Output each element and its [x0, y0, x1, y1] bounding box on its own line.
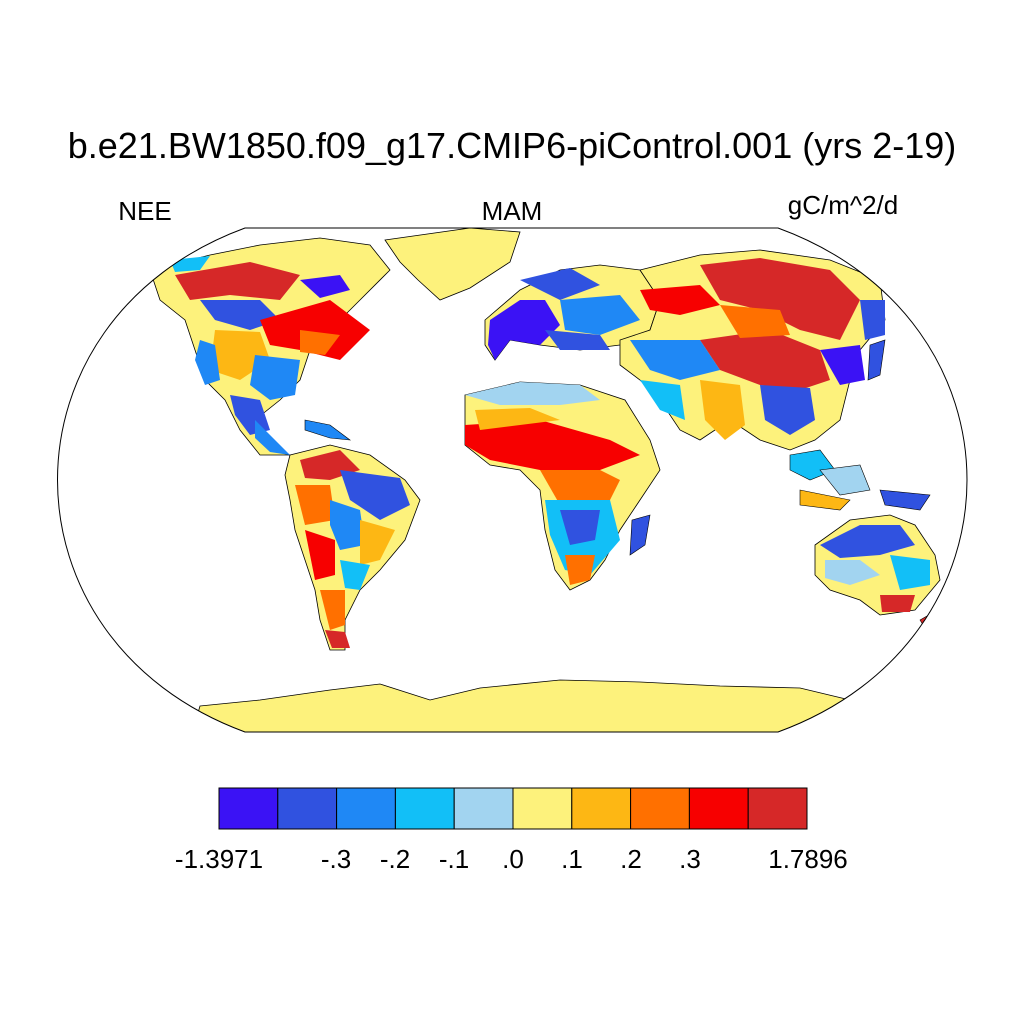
colorbar-swatch [747, 787, 808, 830]
colorbar-label: .3 [679, 844, 701, 874]
colorbar-label: 1.7896 [768, 844, 848, 874]
variable-label: NEE [118, 196, 171, 226]
south-america [284, 444, 421, 651]
colorbar-swatch [277, 787, 338, 830]
units-label: gC/m^2/d [788, 190, 898, 220]
colorbar-label: .0 [502, 844, 524, 874]
colorbar-swatch [688, 787, 749, 830]
colorbar: -1.3971 -.3 -.2 -.1 .0 .1 .2 .3 1.7896 [175, 787, 848, 874]
colorbar-label: -.1 [439, 844, 469, 874]
colorbar-swatch [218, 787, 279, 830]
colorbar-swatch [394, 787, 455, 830]
season-label: MAM [482, 196, 543, 226]
world-map [57, 227, 968, 733]
colorbar-swatch [453, 787, 514, 830]
globe-outline [57, 227, 968, 733]
colorbar-label: .2 [620, 844, 642, 874]
colorbar-swatch [512, 787, 573, 830]
colorbar-label: -.3 [321, 844, 351, 874]
asia [619, 249, 886, 451]
colorbar-label: .1 [561, 844, 583, 874]
europe [484, 264, 661, 361]
colorbar-swatch [336, 787, 396, 830]
colorbar-label: -1.3971 [175, 844, 263, 874]
africa [464, 381, 661, 591]
caribbean [304, 419, 352, 441]
maritime-southeast-asia [789, 449, 931, 511]
colorbar-swatch [630, 787, 690, 830]
greenland [384, 228, 521, 301]
colorbar-label: -.2 [380, 844, 410, 874]
australia [814, 514, 941, 616]
japan [867, 339, 886, 381]
north-america [149, 237, 391, 456]
madagascar [629, 514, 651, 556]
plot-title: b.e21.BW1850.f09_g17.CMIP6-piControl.001… [68, 125, 956, 166]
colorbar-swatch [571, 787, 632, 830]
